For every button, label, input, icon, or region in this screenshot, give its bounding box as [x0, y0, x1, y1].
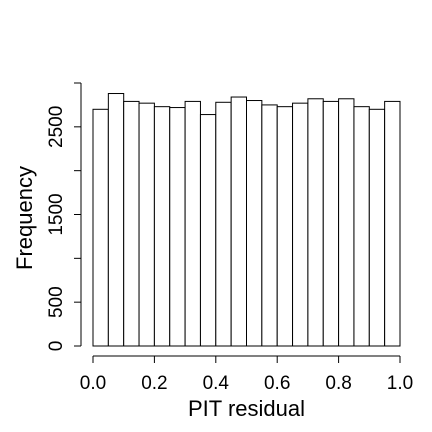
y-axis-title: Frequency — [12, 166, 37, 270]
x-tick-label-5: 1.0 — [387, 373, 413, 394]
histogram-bar-5 — [153, 106, 171, 347]
y-axis: 0 500 1500 2500 — [46, 82, 82, 352]
y-tick-label-3: 1500 — [46, 193, 67, 235]
histogram-bar-3 — [123, 100, 140, 347]
histogram-bar-7 — [184, 100, 201, 347]
x-tick-label-1: 0.2 — [141, 373, 167, 394]
histogram-bar-10 — [230, 96, 247, 347]
histogram-bar-19 — [368, 108, 386, 347]
histogram-bar-4 — [138, 102, 155, 347]
histogram-bar-8 — [199, 114, 217, 347]
x-axis: 0.0 0.2 0.4 0.6 0.8 1.0 — [80, 355, 413, 394]
histogram-bar-1 — [92, 108, 109, 347]
histogram-bar-13 — [276, 106, 294, 347]
histogram-bar-2 — [107, 93, 125, 347]
histogram-bar-12 — [261, 104, 278, 347]
histogram-bar-9 — [215, 101, 232, 347]
y-tick-label-1: 500 — [46, 286, 67, 318]
x-tick-label-2: 0.4 — [203, 373, 230, 394]
histogram-bar-20 — [384, 100, 401, 347]
histogram-bar-6 — [169, 107, 186, 347]
histogram-bar-17 — [338, 98, 355, 347]
x-tick-label-0: 0.0 — [80, 373, 106, 394]
histogram-bar-16 — [322, 100, 340, 347]
histogram-bar-18 — [353, 106, 370, 347]
x-axis-title: PIT residual — [188, 396, 305, 421]
y-tick-label-5: 2500 — [46, 106, 67, 148]
histogram-bar-15 — [307, 98, 324, 347]
y-tick-label-0: 0 — [46, 341, 67, 352]
histogram-bar-14 — [292, 102, 309, 347]
histogram-bar-11 — [246, 100, 263, 347]
x-tick-label-4: 0.8 — [325, 373, 351, 394]
bars-group — [92, 93, 401, 347]
x-tick-label-3: 0.6 — [264, 373, 290, 394]
